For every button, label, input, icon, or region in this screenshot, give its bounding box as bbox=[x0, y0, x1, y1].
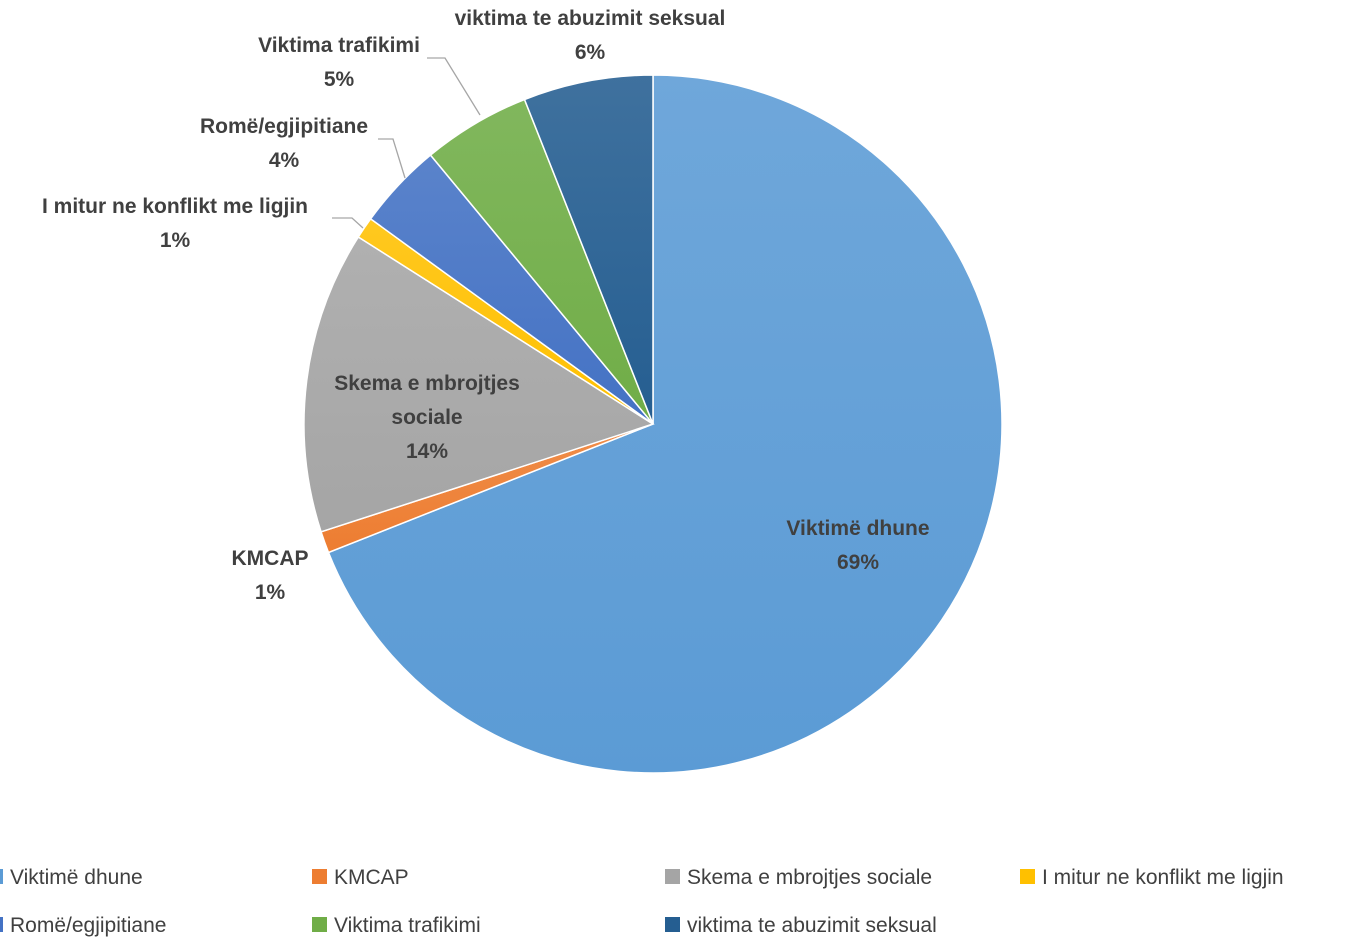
data-labels: Viktimë dhune 69% KMCAP 1% Skema e mbrojtjes… bbox=[42, 7, 930, 604]
legend-swatch-kmcap bbox=[312, 869, 327, 884]
legend-label-rome-egjipitiane: Romë/egjipitiane bbox=[10, 914, 166, 937]
value-label-viktime-dhune: 69% bbox=[837, 551, 879, 574]
value-label-viktima-te-abuzimit-seksual: 6% bbox=[575, 41, 606, 64]
value-label-kmcap: 1% bbox=[255, 581, 286, 604]
category-label-viktima-trafikimi: Viktima trafikimi bbox=[258, 34, 420, 57]
legend-swatch-i-mitur-ne-konflikt-me-ligjin bbox=[1020, 869, 1035, 884]
pie-slices bbox=[303, 74, 1003, 774]
category-label-kmcap: KMCAP bbox=[232, 547, 309, 570]
leader-line-viktima-trafikimi bbox=[427, 57, 481, 116]
legend-swatch-skema-e-mbrojtjes-sociale bbox=[665, 869, 680, 884]
legend-swatch-rome-egjipitiane bbox=[0, 917, 3, 932]
legend-label-viktime-dhune: Viktimë dhune bbox=[10, 866, 143, 889]
category-label-viktima-te-abuzimit-seksual: viktima te abuzimit seksual bbox=[455, 7, 726, 30]
legend-label-skema-e-mbrojtjes-sociale: Skema e mbrojtjes sociale bbox=[687, 866, 932, 889]
legend-label-kmcap: KMCAP bbox=[334, 866, 409, 889]
category-label-i-mitur-ne-konflikt-me-ligjin: I mitur ne konflikt me ligjin bbox=[42, 195, 308, 218]
value-label-viktima-trafikimi: 5% bbox=[324, 68, 355, 91]
legend-swatch-viktima-te-abuzimit-seksual bbox=[665, 917, 680, 932]
legend-label-viktima-trafikimi: Viktima trafikimi bbox=[334, 914, 481, 937]
legend: Viktimë dhune KMCAP Skema e mbrojtjes soci… bbox=[0, 866, 1284, 937]
slice-viktime-dhune bbox=[327, 74, 1003, 774]
category-label-viktime-dhune: Viktimë dhune bbox=[786, 517, 929, 540]
slice-skema-e-mbrojtjes-sociale bbox=[303, 235, 655, 533]
slice-viktima-te-abuzimit-seksual bbox=[523, 74, 654, 425]
legend-label-i-mitur-ne-konflikt-me-ligjin: I mitur ne konflikt me ligjin bbox=[1042, 866, 1284, 889]
leader-lines bbox=[332, 57, 481, 229]
legend-label-viktima-te-abuzimit-seksual: viktima te abuzimit seksual bbox=[687, 914, 937, 937]
category-label-skema-e-mbrojtjes-sociale: sociale bbox=[391, 406, 462, 429]
value-label-rome-egjipitiane: 4% bbox=[269, 149, 300, 172]
leader-line-rome-egjipitiane bbox=[378, 138, 406, 179]
legend-swatch-viktima-trafikimi bbox=[312, 917, 327, 932]
category-label-skema-e-mbrojtjes-sociale: Skema e mbrojtjes bbox=[334, 372, 520, 395]
value-label-skema-e-mbrojtjes-sociale: 14% bbox=[406, 440, 448, 463]
category-label-rome-egjipitiane: Romë/egjipitiane bbox=[200, 115, 368, 138]
legend-swatch-viktime-dhune bbox=[0, 869, 3, 884]
value-label-i-mitur-ne-konflikt-me-ligjin: 1% bbox=[160, 229, 191, 252]
leader-line-i-mitur-ne-konflikt-me-ligjin bbox=[332, 217, 364, 229]
